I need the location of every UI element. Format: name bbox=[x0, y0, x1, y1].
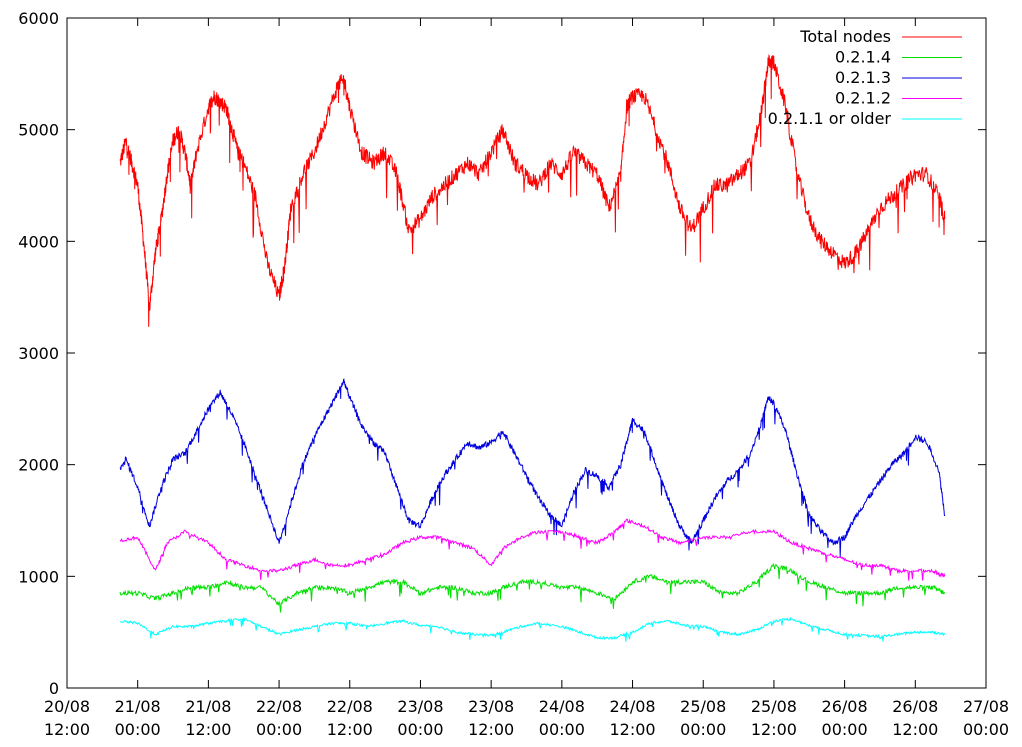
series-line-4 bbox=[119, 616, 946, 642]
x-tick-label-time: 00:00 bbox=[256, 720, 302, 739]
legend: Total nodes 0.2.1.40.2.1.3 0.2.1.20.2.1.1 … bbox=[768, 27, 962, 128]
x-tick-label-date: 21/08 bbox=[185, 697, 231, 716]
y-tick-label: 1000 bbox=[18, 567, 59, 586]
x-tick-label-time: 12:00 bbox=[327, 720, 373, 739]
y-tick-label: 4000 bbox=[18, 232, 59, 251]
x-tick-label-date: 24/08 bbox=[539, 697, 585, 716]
x-tick-label-time: 12:00 bbox=[185, 720, 231, 739]
x-tick-label-date: 25/08 bbox=[680, 697, 726, 716]
x-axis: 20/08 12:00 21/08 00:00 21/08 12:00 22/08 00:00… bbox=[44, 18, 1009, 739]
x-tick-label-date: 22/08 bbox=[327, 697, 373, 716]
x-tick-label-time: 00:00 bbox=[539, 720, 585, 739]
x-tick-label-date: 23/08 bbox=[468, 697, 514, 716]
series-lines bbox=[119, 54, 946, 642]
series-line-1 bbox=[119, 562, 946, 613]
legend-label: Total nodes bbox=[799, 27, 891, 46]
x-tick-label-time: 12:00 bbox=[468, 720, 514, 739]
x-tick-label-time: 12:00 bbox=[751, 720, 797, 739]
x-tick-label-date: 25/08 bbox=[751, 697, 797, 716]
y-tick-label: 6000 bbox=[18, 9, 59, 28]
x-tick-label-time: 12:00 bbox=[609, 720, 655, 739]
legend-label: 0.2.1.1 or older bbox=[768, 109, 892, 128]
y-axis: 0 1000 2000 3000 4000 5000 6000 bbox=[18, 9, 986, 698]
x-tick-label-time: 12:00 bbox=[44, 720, 90, 739]
x-tick-label-date: 26/08 bbox=[892, 697, 938, 716]
x-tick-label-time: 00:00 bbox=[822, 720, 868, 739]
y-tick-label: 2000 bbox=[18, 456, 59, 475]
legend-label: 0.2.1.4 bbox=[835, 48, 891, 67]
x-tick-label-date: 20/08 bbox=[44, 697, 90, 716]
x-tick-label-date: 22/08 bbox=[256, 697, 302, 716]
series-line-2 bbox=[119, 378, 946, 557]
y-tick-label: 0 bbox=[49, 679, 59, 698]
legend-label: 0.2.1.2 bbox=[835, 89, 891, 108]
x-tick-label-time: 12:00 bbox=[892, 720, 938, 739]
x-tick-label-date: 24/08 bbox=[609, 697, 655, 716]
series-line-3 bbox=[119, 518, 946, 581]
x-tick-label-time: 00:00 bbox=[680, 720, 726, 739]
x-tick-label-time: 00:00 bbox=[963, 720, 1009, 739]
x-tick-label-date: 23/08 bbox=[397, 697, 443, 716]
series-line-0 bbox=[119, 54, 946, 327]
x-tick-label-time: 00:00 bbox=[397, 720, 443, 739]
legend-label: 0.2.1.3 bbox=[835, 68, 891, 87]
x-tick-label-date: 21/08 bbox=[115, 697, 161, 716]
x-tick-label-date: 27/08 bbox=[963, 697, 1009, 716]
x-tick-label-date: 26/08 bbox=[822, 697, 868, 716]
x-tick-label-time: 00:00 bbox=[115, 720, 161, 739]
y-tick-label: 3000 bbox=[18, 344, 59, 363]
y-tick-label: 5000 bbox=[18, 121, 59, 140]
